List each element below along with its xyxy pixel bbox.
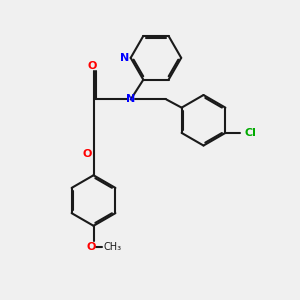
Text: N: N [120, 53, 129, 63]
Text: CH₃: CH₃ [104, 242, 122, 252]
Text: N: N [126, 94, 135, 104]
Text: O: O [82, 149, 92, 160]
Text: O: O [87, 61, 97, 71]
Text: Cl: Cl [245, 128, 256, 138]
Text: O: O [86, 242, 96, 252]
